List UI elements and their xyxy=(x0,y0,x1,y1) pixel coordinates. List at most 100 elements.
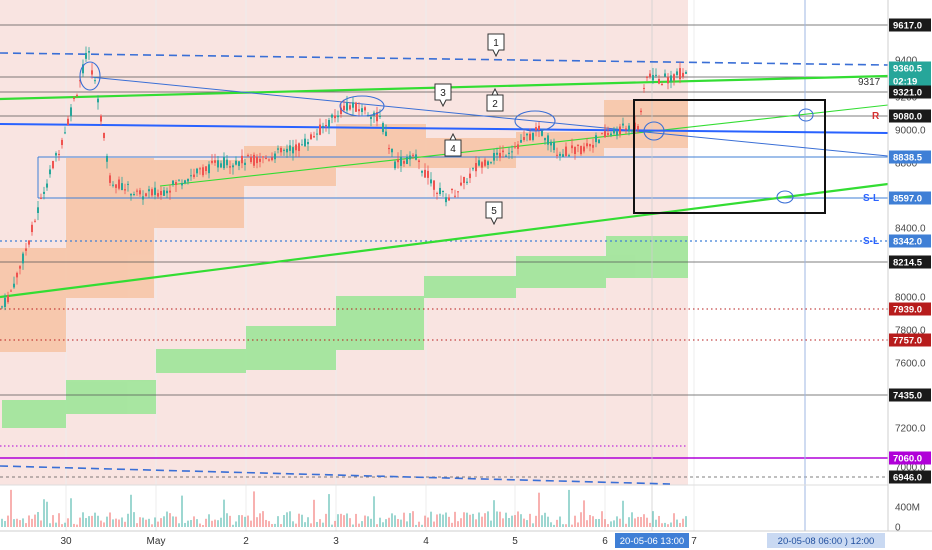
price-label-text: 9080.0 xyxy=(893,112,922,123)
volume-bar xyxy=(643,514,645,527)
candle-body xyxy=(346,102,348,111)
volume-bar xyxy=(31,518,33,527)
volume-bar xyxy=(685,516,687,527)
volume-bar xyxy=(85,518,87,527)
candle-body xyxy=(448,197,450,201)
volume-bar xyxy=(337,514,339,527)
candle-body xyxy=(646,76,648,78)
green-zone xyxy=(246,326,336,370)
volume-bar xyxy=(355,513,357,527)
candle-body xyxy=(124,189,126,191)
volume-bar xyxy=(514,515,516,527)
candle-body xyxy=(280,147,282,153)
time-axis: 30 May 2 3 4 5 6 7 xyxy=(60,536,697,547)
green-lower-trendline xyxy=(0,182,889,299)
volume-bar xyxy=(139,517,141,527)
volume-bar xyxy=(238,515,240,527)
volume-bar xyxy=(481,516,483,527)
candle-body xyxy=(163,190,165,196)
volume-bar xyxy=(517,511,519,527)
annotation-r: R xyxy=(872,111,880,122)
candle-body xyxy=(178,179,180,181)
candle-body xyxy=(196,168,198,174)
crosshair-time-text: 20-05-06 13:00 xyxy=(620,536,684,547)
candle-body xyxy=(349,105,351,110)
candle-body xyxy=(595,135,597,143)
candle-body xyxy=(58,153,60,155)
volume-bar xyxy=(679,522,681,527)
candle-body xyxy=(214,160,216,163)
candle-body xyxy=(70,107,72,116)
volume-bar xyxy=(292,521,294,527)
candle-body xyxy=(643,87,645,89)
volume-bar xyxy=(265,519,267,527)
candle-body xyxy=(190,175,192,177)
volume-bar xyxy=(568,489,570,527)
volume-bar xyxy=(415,524,417,527)
candle-body xyxy=(286,148,288,153)
volume-bar xyxy=(577,522,579,527)
volume-bar xyxy=(586,520,588,527)
candle-body xyxy=(217,160,219,168)
volume-bar xyxy=(268,521,270,527)
candle-body xyxy=(568,155,570,157)
candle-body xyxy=(598,139,600,144)
time-tick: 3 xyxy=(333,536,339,547)
volume-bar xyxy=(46,501,48,527)
volume-bar xyxy=(670,522,672,527)
price-label-text: 8214.5 xyxy=(893,258,923,269)
candle-body xyxy=(28,240,30,245)
candle-body xyxy=(544,138,546,141)
candle-body xyxy=(244,162,246,165)
volume-bar xyxy=(130,494,132,527)
volume-bar xyxy=(439,513,441,527)
volume-bar xyxy=(391,513,393,527)
callout-1-label: 1 xyxy=(493,38,499,49)
candle-body xyxy=(274,153,276,160)
candle-body xyxy=(277,148,279,150)
candle-body xyxy=(355,102,357,112)
price-label-text: 7757.0 xyxy=(893,336,922,347)
candle-body xyxy=(550,141,552,146)
volume-bar xyxy=(523,518,525,527)
ovals xyxy=(79,61,814,204)
volume-bar xyxy=(61,524,63,527)
volume-bar xyxy=(445,512,447,527)
candle-body xyxy=(583,146,585,152)
candle-body xyxy=(535,127,537,131)
volume-bar xyxy=(424,515,426,527)
volume-bar xyxy=(163,516,165,527)
candle-body xyxy=(199,168,201,170)
volume-bar xyxy=(25,523,27,527)
price-label-text: 8342.0 xyxy=(893,237,922,248)
orange-zone xyxy=(336,124,426,168)
price-label: 7757.0 xyxy=(889,333,931,347)
price-label-text: 7939.0 xyxy=(893,305,922,316)
volume-bar xyxy=(301,514,303,527)
candle-body xyxy=(88,51,90,53)
candle-body xyxy=(673,74,675,81)
volume-bar xyxy=(277,516,279,527)
candle-body xyxy=(655,74,657,76)
volume-bar xyxy=(502,518,504,527)
candle-body xyxy=(76,94,78,96)
volume-bar xyxy=(496,511,498,527)
candle-body xyxy=(103,132,105,139)
candle-body xyxy=(580,145,582,155)
volume-bar xyxy=(493,500,495,527)
volume-bar xyxy=(145,519,147,527)
candle-body xyxy=(271,157,273,161)
price-label-text: 9321.0 xyxy=(893,88,922,99)
volume-bar xyxy=(43,499,45,527)
oval-marker xyxy=(776,190,794,204)
candle-body xyxy=(490,162,492,164)
volume-bar xyxy=(325,513,327,527)
volume-bar xyxy=(556,519,558,527)
price-label: 8214.5 xyxy=(889,255,931,269)
candle-body xyxy=(112,184,114,186)
dashed-resistance-line xyxy=(0,52,889,66)
volume-bar xyxy=(289,511,291,527)
volume-bar xyxy=(13,519,15,527)
volume-bar xyxy=(40,520,42,527)
